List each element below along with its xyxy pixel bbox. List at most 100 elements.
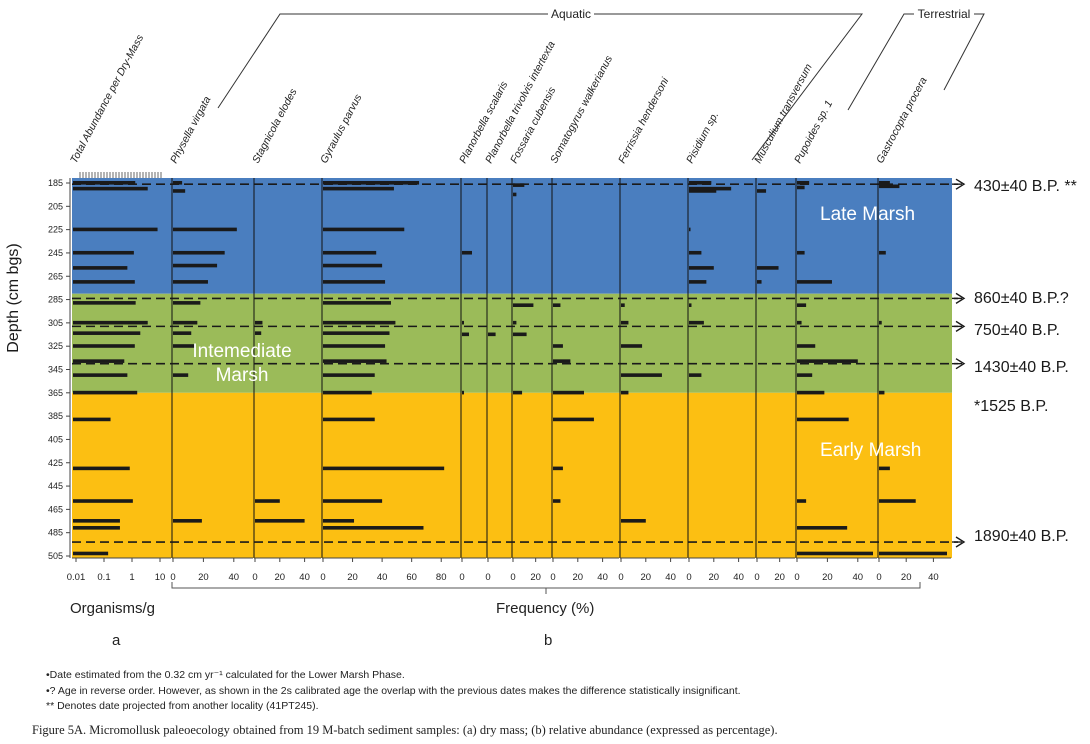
- data-bar: [689, 181, 712, 185]
- data-bar: [73, 359, 125, 363]
- y-tick-label: 465: [48, 504, 63, 514]
- x-tick-label: 0.01: [67, 572, 86, 583]
- data-bar: [462, 250, 472, 255]
- panel-label-a: a: [112, 632, 121, 649]
- data-bar: [73, 331, 141, 335]
- x-tick-label: 0: [550, 572, 555, 583]
- data-bar: [621, 344, 643, 348]
- data-bar: [879, 390, 885, 395]
- data-bar: [173, 181, 183, 185]
- note-date-estimate: •Date estimated from the 0.32 cm yr⁻¹ ca…: [46, 669, 405, 681]
- data-bar: [73, 320, 148, 325]
- data-bar: [323, 181, 420, 185]
- y-tick-label: 225: [48, 225, 63, 235]
- data-bar: [73, 186, 148, 191]
- data-bar: [621, 303, 625, 307]
- column-title: Pisidium sp.: [684, 110, 721, 166]
- x-tick-label: 20: [275, 572, 286, 583]
- y-tick-label: 345: [48, 365, 63, 375]
- data-bar: [323, 280, 386, 284]
- data-bar: [879, 551, 947, 556]
- data-bar: [797, 373, 813, 377]
- data-bar: [689, 373, 702, 377]
- x-tick-label: 20: [822, 572, 833, 583]
- data-bar: [513, 332, 527, 337]
- data-bar: [879, 184, 900, 189]
- data-bar: [689, 280, 707, 284]
- note-reverse-order: •? Age in reverse order. However, as sho…: [46, 685, 741, 697]
- x-tick-label: 20: [774, 572, 785, 583]
- data-bar: [173, 320, 198, 325]
- data-bar: [173, 331, 192, 335]
- data-bar: [879, 320, 882, 325]
- y-tick-label: 305: [48, 318, 63, 328]
- x-tick-label: 0: [170, 572, 175, 583]
- y-tick-label: 425: [48, 458, 63, 468]
- x-tick-label: 40: [665, 572, 676, 583]
- data-bar: [73, 466, 130, 471]
- data-bar: [797, 185, 805, 190]
- data-bar: [323, 359, 387, 363]
- data-bar: [323, 301, 391, 305]
- data-bar: [757, 189, 767, 193]
- terrestrial-bracket: [847, 13, 985, 111]
- y-tick-label: 265: [48, 271, 63, 281]
- data-bar: [255, 331, 262, 335]
- x-tick-label: 0: [794, 572, 799, 583]
- data-bar: [73, 280, 135, 284]
- data-bar: [73, 499, 133, 503]
- data-bar: [797, 526, 848, 530]
- x-tick-label: 0: [618, 572, 623, 583]
- y-tick-label: 505: [48, 551, 63, 561]
- data-bar: [513, 192, 517, 197]
- data-bar: [757, 280, 762, 284]
- column-title: Physella virgata: [168, 94, 213, 165]
- date-arrow-head: [955, 320, 966, 332]
- data-bar: [73, 344, 135, 348]
- y-tick-label: 365: [48, 388, 63, 398]
- data-bar: [797, 280, 832, 284]
- data-bar: [73, 266, 128, 270]
- x-tick-label: 40: [928, 572, 939, 583]
- data-bar: [553, 466, 563, 471]
- data-bar: [621, 320, 629, 325]
- x-tick-label: 0: [459, 572, 464, 583]
- x-tick-label: 0: [876, 572, 881, 583]
- column-title: Gyraulus parvus: [318, 92, 365, 166]
- data-bar: [323, 263, 383, 268]
- data-bar: [689, 250, 702, 255]
- x-tick-label: 20: [347, 572, 358, 583]
- data-bar: [689, 320, 704, 325]
- data-bar: [797, 499, 807, 503]
- column-title: Gastrocopta procera: [874, 75, 930, 165]
- data-bar: [797, 181, 810, 185]
- data-bar: [689, 227, 691, 232]
- x-tick-label: 40: [299, 572, 310, 583]
- data-bar: [462, 332, 469, 337]
- x-tick-label: 20: [573, 572, 584, 583]
- data-bar: [323, 390, 372, 395]
- x-tick-label: 80: [436, 572, 447, 583]
- data-bar: [488, 332, 496, 337]
- data-bar: [513, 183, 525, 187]
- data-bar: [689, 303, 692, 307]
- data-bar: [73, 417, 111, 422]
- column-title: Ferrissia hendersoni: [616, 75, 672, 165]
- y-tick-label: 285: [48, 295, 63, 305]
- data-bar: [797, 390, 825, 395]
- data-bar: [323, 320, 396, 325]
- data-bar: [553, 499, 561, 503]
- data-bar: [553, 359, 571, 363]
- figure-caption: Figure 5A. Micromollusk paleoecology obt…: [32, 723, 778, 737]
- data-bar: [689, 189, 717, 193]
- data-bar: [797, 359, 858, 363]
- data-bar: [255, 499, 280, 503]
- frequency-bracket: [171, 582, 921, 594]
- y-tick-label: 185: [48, 178, 63, 188]
- data-bar: [689, 186, 732, 191]
- data-bar: [255, 320, 263, 325]
- x-tick-label: 1: [129, 572, 134, 583]
- data-bar: [323, 519, 355, 523]
- data-bar: [513, 320, 517, 325]
